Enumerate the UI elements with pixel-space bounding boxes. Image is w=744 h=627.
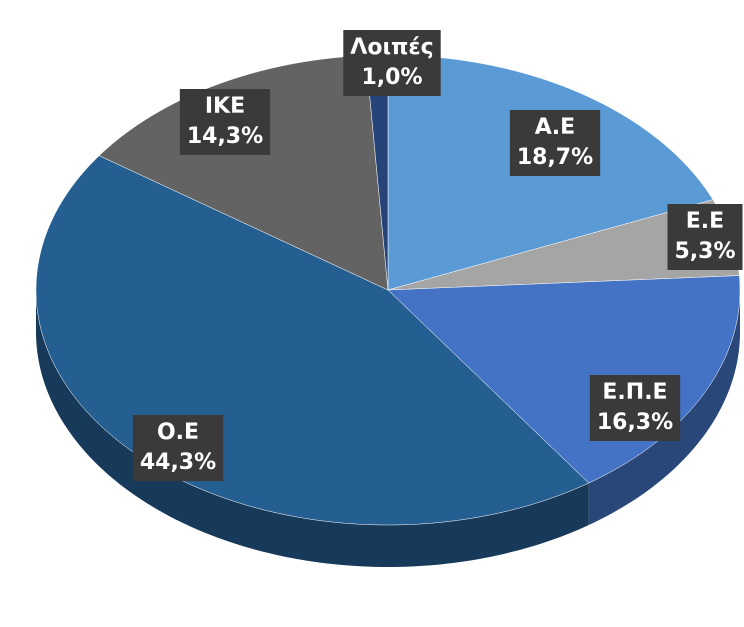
label-value: 16,3% (597, 410, 673, 435)
data-label: ΙΚΕ 14,3% (179, 89, 271, 155)
label-value: 5,3% (674, 239, 735, 264)
data-label: Ε.Ε 5,3% (667, 204, 743, 270)
label-box (343, 30, 441, 96)
slice-side (36, 290, 589, 567)
label-category: Ε.Π.Ε (602, 380, 667, 405)
data-label: Α.Ε 18,7% (509, 110, 601, 176)
label-category: Ο.Ε (157, 420, 199, 445)
label-value: 18,7% (517, 145, 593, 170)
label-category: Λοιπές (350, 35, 433, 60)
slice-side (588, 290, 740, 526)
label-value: 1,0% (361, 65, 422, 90)
label-box (667, 204, 743, 270)
slice (98, 55, 389, 291)
label-category: Α.Ε (535, 115, 575, 140)
data-label: Ο.Ε 44,3% (132, 415, 224, 481)
label-value: 14,3% (187, 124, 263, 149)
data-label: Ε.Π.Ε 16,3% (589, 375, 681, 441)
label-category: ΙΚΕ (205, 94, 245, 119)
label-box (132, 415, 224, 481)
label-box (179, 89, 271, 155)
label-value: 44,3% (140, 450, 216, 475)
label-box (589, 375, 681, 441)
label-category: Ε.Ε (686, 209, 724, 234)
data-label: Λοιπές 1,0% (343, 30, 441, 96)
label-box (509, 110, 601, 176)
